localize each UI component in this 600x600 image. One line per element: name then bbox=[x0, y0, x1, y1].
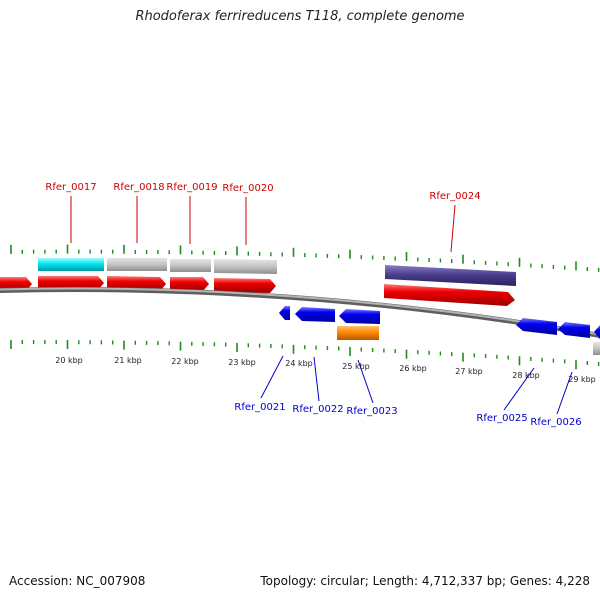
gene-label-rfer-0025[interactable]: Rfer_0025 bbox=[476, 413, 527, 424]
kbp-label-26: 26 kbp bbox=[399, 364, 427, 373]
kbp-label-20: 20 kbp bbox=[55, 356, 83, 365]
accession-label: Accession: NC_007908 bbox=[9, 574, 146, 588]
rna-track bbox=[337, 326, 600, 355]
kbp-label-29: 29 kbp bbox=[568, 375, 596, 384]
outer-tick-ring bbox=[10, 244, 600, 272]
feature-rfer-0017-cyan[interactable] bbox=[38, 258, 104, 271]
kbp-scale: 20 kbp 21 kbp 22 kbp 23 kbp 24 kbp 25 kb… bbox=[55, 356, 596, 384]
kbp-label-27: 27 kbp bbox=[455, 367, 483, 376]
cds-arrow-rfer-0019[interactable] bbox=[170, 277, 209, 291]
gene-label-rfer-0024[interactable]: Rfer_0024 bbox=[429, 191, 480, 202]
genome-title: Rhodoferax ferrireducens T118, complete … bbox=[135, 9, 465, 24]
cds-arrow-rfer-0022[interactable] bbox=[295, 307, 335, 322]
gene-label-rfer-0026[interactable]: Rfer_0026 bbox=[530, 417, 581, 428]
feature-rfer-0024-purple[interactable] bbox=[385, 265, 516, 286]
feature-rfer-0018-gray[interactable] bbox=[107, 258, 167, 271]
reverse-leader-lines bbox=[260, 355, 573, 415]
feature-edge-gray[interactable] bbox=[593, 342, 600, 355]
cds-arrow-rfer-0018[interactable] bbox=[107, 276, 166, 291]
gene-label-rfer-0017[interactable]: Rfer_0017 bbox=[45, 182, 96, 193]
gene-label-rfer-0021[interactable]: Rfer_0021 bbox=[234, 402, 285, 413]
cds-arrow-rfer-0023a[interactable] bbox=[339, 309, 380, 324]
kbp-label-28: 28 kbp bbox=[512, 371, 540, 380]
gene-label-rfer-0018[interactable]: Rfer_0018 bbox=[113, 182, 164, 193]
gene-label-rfer-0019[interactable]: Rfer_0019 bbox=[166, 182, 217, 193]
cds-arrow-rfer-0024[interactable] bbox=[384, 284, 515, 306]
reverse-cds-track bbox=[279, 306, 600, 339]
gene-label-rfer-0020[interactable]: Rfer_0020 bbox=[222, 183, 273, 194]
reverse-gene-labels: Rfer_0021 Rfer_0022 Rfer_0023 Rfer_0025 … bbox=[234, 402, 581, 428]
gene-label-rfer-0022[interactable]: Rfer_0022 bbox=[292, 404, 343, 415]
gene-label-rfer-0023[interactable]: Rfer_0023 bbox=[346, 406, 397, 417]
genome-summary-label: Topology: circular; Length: 4,712,337 bp… bbox=[260, 574, 590, 588]
kbp-label-24: 24 kbp bbox=[285, 359, 313, 368]
cds-arrow-rfer-0020[interactable] bbox=[214, 278, 276, 293]
kbp-label-25: 25 kbp bbox=[342, 362, 370, 371]
cds-arrow-fwd-0027[interactable] bbox=[594, 325, 600, 339]
cds-arrow-rfer-0025[interactable] bbox=[516, 318, 557, 335]
feature-track-outer bbox=[38, 258, 516, 286]
cds-arrow-rfer-0021[interactable] bbox=[279, 306, 290, 320]
inner-tick-ring bbox=[10, 340, 600, 370]
cds-arrow-rfer-0017[interactable] bbox=[38, 276, 104, 290]
kbp-label-21: 21 kbp bbox=[114, 356, 142, 365]
feature-rfer-0023-rna[interactable] bbox=[337, 326, 379, 340]
forward-leader-lines bbox=[70, 196, 456, 253]
feature-rfer-0020-gray[interactable] bbox=[214, 259, 277, 274]
kbp-label-22: 22 kbp bbox=[171, 357, 199, 366]
forward-cds-track bbox=[0, 276, 515, 306]
kbp-label-23: 23 kbp bbox=[228, 358, 256, 367]
forward-gene-labels: Rfer_0017 Rfer_0018 Rfer_0019 Rfer_0020 … bbox=[45, 182, 480, 202]
cds-arrow-rfer-0026[interactable] bbox=[558, 322, 590, 338]
feature-rfer-0019-gray[interactable] bbox=[170, 259, 211, 272]
